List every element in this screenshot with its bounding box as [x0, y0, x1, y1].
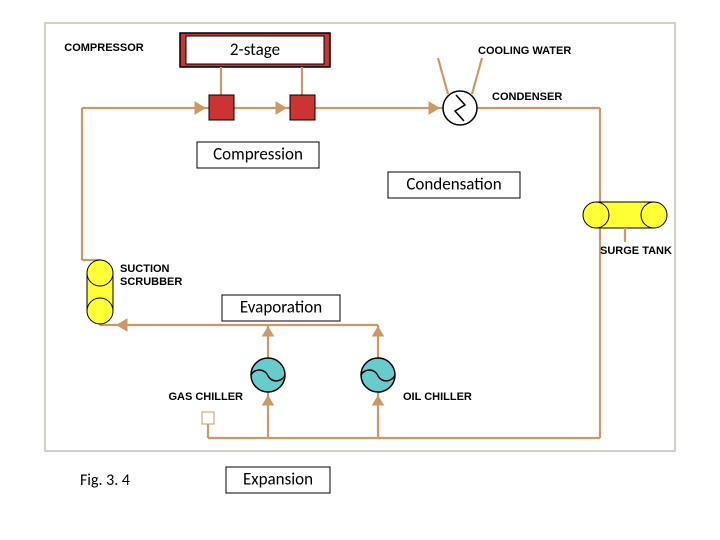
cooling-in — [438, 58, 448, 94]
jt-valve — [202, 412, 214, 424]
scrubber-label: SCRUBBER — [120, 276, 182, 288]
evaporation-label: Evaporation — [240, 297, 322, 318]
figure-label: Fig. 3. 4 — [80, 471, 130, 490]
cooling-out — [472, 58, 482, 94]
two-stage-label: 2-stage — [230, 39, 280, 60]
stage-1 — [209, 95, 234, 120]
compressor-label: COMPRESSOR — [64, 42, 144, 54]
stage-2 — [290, 95, 315, 120]
condensation-label: Condensation — [406, 174, 501, 195]
condenser-label: CONDENSER — [492, 91, 562, 103]
expansion-label: Expansion — [243, 469, 313, 490]
gas-chiller-label: GAS CHILLER — [168, 391, 243, 403]
slide-frame — [45, 23, 675, 451]
cooling-water-label: COOLING WATER — [478, 45, 571, 57]
surge-tank-label: SURGE TANK — [600, 245, 672, 257]
oil-chiller-label: OIL CHILLER — [403, 391, 472, 403]
suction-label: SUCTION — [120, 263, 170, 275]
compression-label: Compression — [213, 144, 303, 165]
